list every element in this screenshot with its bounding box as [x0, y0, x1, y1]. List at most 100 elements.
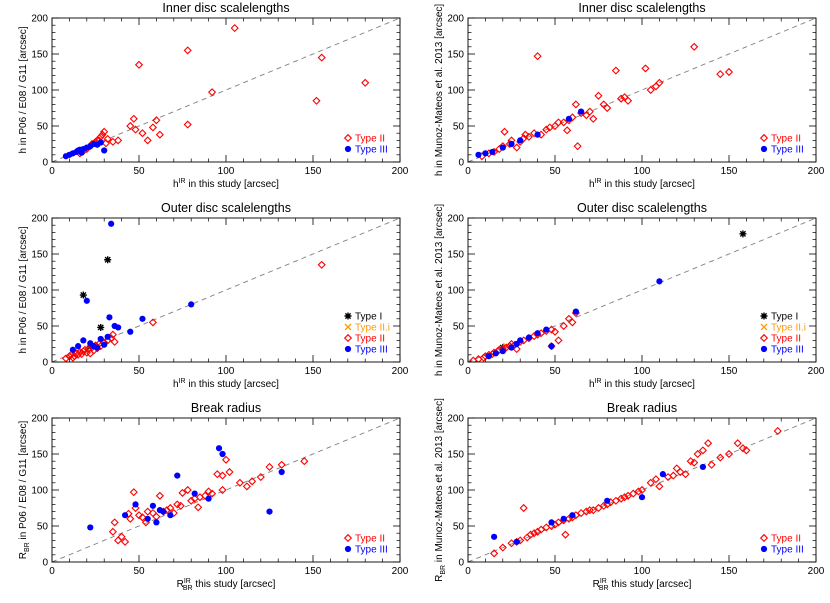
data-point-type2 [519, 503, 528, 513]
data-point-type3 [144, 515, 151, 522]
data-point-type2 [134, 511, 144, 520]
data-point-type2 [129, 114, 138, 123]
panel-3: Outer disc scalelengths 0 50 100 150 200 0 50 10… [18, 201, 409, 390]
data-point-type1 [739, 230, 747, 238]
data-point-type2 [651, 475, 660, 484]
data-point-type2 [690, 42, 699, 51]
data-point-type3 [108, 220, 115, 227]
data-point-type2 [169, 508, 178, 518]
plot-area [468, 218, 816, 362]
x-tick-label: 150 [305, 166, 322, 177]
data-point-type2 [624, 96, 633, 105]
data-point-type3 [508, 344, 515, 351]
legend-label-type2: Type II [355, 334, 385, 345]
data-point-type3 [475, 151, 482, 158]
data-point-type2 [208, 88, 217, 97]
data-point-type2 [208, 489, 217, 498]
x-tick-label: 150 [721, 366, 738, 377]
data-point-type3 [160, 508, 167, 515]
data-point-type2 [526, 530, 535, 539]
y-tick-label: 200 [31, 14, 48, 25]
data-point-type3 [205, 495, 212, 502]
y-tick-label: 150 [31, 450, 48, 461]
y-tick-label: 200 [31, 214, 48, 225]
legend-marker-type3 [344, 345, 352, 353]
data-point-type2 [183, 46, 192, 55]
legend-marker-type1 [760, 312, 768, 320]
data-point-type3 [659, 471, 666, 478]
y-tick-label: 0 [42, 158, 48, 169]
data-point-type2 [110, 518, 119, 527]
data-point-type2 [611, 66, 620, 75]
data-point-type2 [183, 120, 192, 129]
y-tick-label: 150 [31, 250, 48, 261]
data-point-type2 [201, 491, 210, 500]
legend-marker-type3 [760, 545, 768, 553]
data-point-type2 [218, 471, 227, 480]
y-tick-label: 150 [31, 50, 48, 61]
y-tick-label: 150 [447, 450, 464, 461]
data-point-type2 [148, 318, 157, 327]
data-point-type2 [80, 345, 90, 354]
data-point-type2 [568, 318, 577, 327]
data-point-type2 [117, 532, 126, 541]
legend-marker-type2i [760, 323, 768, 331]
data-point-type2 [554, 518, 563, 527]
x-axis-label: hIR in this study [arcsec] [589, 378, 695, 390]
data-point-type2 [646, 85, 655, 95]
data-point-type2 [738, 444, 747, 453]
data-point-type2 [108, 527, 117, 536]
data-point-type2 [317, 260, 326, 269]
data-point-type3 [153, 519, 160, 526]
data-point-type2 [716, 70, 725, 79]
panel-2: Inner disc scalelengths 0 50 100 150 200 0 50 10… [434, 1, 825, 190]
data-point-type2 [277, 460, 286, 469]
y-axis-label: h in P06 / E08 / G11 [arcsec] [18, 26, 29, 153]
data-point-type3 [543, 326, 550, 333]
data-point-type2 [620, 493, 629, 502]
data-point-type3 [174, 472, 181, 479]
x-tick-label: 0 [465, 566, 471, 577]
data-point-type2 [707, 460, 716, 469]
x-tick-label: 150 [721, 166, 738, 177]
x-tick-label: 50 [549, 366, 561, 377]
y-axis-label: h in P06 / E08 / G11 [arcsec] [18, 226, 29, 353]
panel-4: Outer disc scalelengths 0 50 100 150 200 0 50 10… [434, 201, 825, 390]
data-point-type2 [176, 501, 185, 510]
y-tick-label: 100 [447, 486, 464, 497]
data-point-type3 [572, 308, 579, 315]
data-point-type3 [139, 315, 146, 322]
data-point-type2 [571, 100, 580, 109]
data-point-type3 [508, 140, 515, 148]
panel-title: Break radius [191, 401, 261, 415]
data-point-type2 [204, 487, 213, 496]
data-point-type3 [104, 333, 111, 340]
plot-area [468, 418, 816, 562]
x-tick-label: 200 [392, 366, 409, 377]
data-point-type2 [500, 127, 509, 136]
data-point-type2 [554, 336, 563, 345]
data-point-type2 [131, 503, 140, 513]
panel-title: Inner disc scalelengths [162, 1, 289, 15]
legend-marker-type2i [344, 323, 352, 331]
data-point-type3 [101, 341, 108, 348]
x-tick-label: 200 [808, 366, 825, 377]
y-tick-label: 200 [447, 214, 464, 225]
data-point-type2 [646, 478, 655, 487]
data-point-type3 [188, 301, 195, 308]
y-tick-label: 0 [458, 358, 464, 369]
legend-label-type3: Type III [355, 345, 388, 356]
legend-marker-type3 [344, 545, 352, 553]
legend-marker-type3 [344, 145, 352, 153]
y-tick-label: 150 [447, 50, 464, 61]
data-point-type2 [74, 350, 83, 359]
data-point-type3 [149, 502, 157, 509]
data-point-type2 [629, 489, 638, 498]
legend-label-type2: Type II [771, 134, 801, 145]
data-point-type2 [312, 96, 321, 105]
legend-label-type3: Type III [771, 145, 804, 156]
data-point-type3 [115, 324, 122, 331]
y-tick-label: 0 [458, 158, 464, 169]
